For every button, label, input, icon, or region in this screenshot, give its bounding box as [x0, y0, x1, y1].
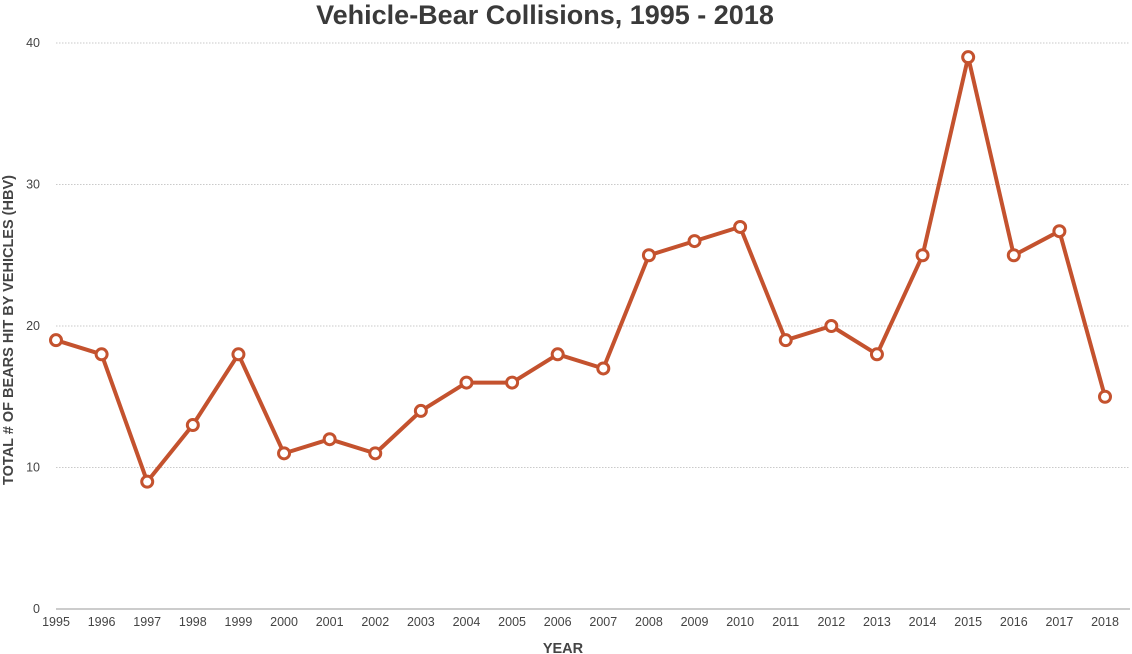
- data-point: [824, 319, 839, 333]
- data-point: [368, 446, 383, 461]
- x-tick-label: 1995: [42, 615, 70, 629]
- data-point: [596, 361, 611, 376]
- x-tick-label: 2012: [817, 615, 845, 629]
- data-point: [459, 375, 474, 390]
- data-point: [869, 347, 884, 362]
- x-tick-label: 2006: [544, 615, 572, 629]
- x-tick-label: 1997: [133, 615, 161, 629]
- x-tick-label: 2000: [270, 615, 298, 629]
- x-tick-label: 1998: [179, 615, 207, 629]
- data-point: [687, 234, 702, 249]
- chart-title: Vehicle-Bear Collisions, 1995 - 2018: [316, 0, 774, 30]
- data-point: [231, 347, 246, 362]
- data-point: [778, 333, 793, 348]
- y-tick-label: 10: [26, 461, 40, 475]
- x-tick-label: 2003: [407, 615, 435, 629]
- x-tick-label: 2005: [498, 615, 526, 629]
- data-point: [322, 432, 337, 447]
- x-tick-label: 2009: [681, 615, 709, 629]
- x-axis-title: YEAR: [543, 641, 584, 654]
- x-tick-label: 2015: [954, 615, 982, 629]
- data-point: [94, 347, 109, 362]
- x-tick-label: 1999: [225, 615, 253, 629]
- x-tick-label: 2007: [589, 615, 617, 629]
- data-point: [49, 333, 63, 348]
- data-point: [185, 418, 200, 433]
- data-point: [1006, 248, 1021, 263]
- data-point: [277, 446, 292, 461]
- data-point: [140, 474, 155, 489]
- data-point: [413, 403, 428, 418]
- x-tick-label: 2010: [726, 615, 754, 629]
- x-tick-label: 2008: [635, 615, 663, 629]
- data-point: [961, 50, 976, 65]
- x-tick-label: 2011: [772, 615, 799, 629]
- x-tick-label: 2002: [361, 615, 389, 629]
- x-tick-label: 2001: [316, 615, 344, 629]
- y-tick-label: 20: [26, 319, 40, 333]
- x-tick-label: 1996: [88, 615, 116, 629]
- data-point: [641, 248, 656, 263]
- x-tick-label: 2014: [909, 615, 937, 629]
- x-tick-label: 2013: [863, 615, 891, 629]
- x-tick-label: 2004: [453, 615, 481, 629]
- y-tick-label: 30: [26, 178, 40, 192]
- data-point: [505, 375, 520, 390]
- data-point: [1052, 224, 1067, 239]
- y-tick-label: 0: [33, 602, 40, 616]
- data-point: [915, 248, 930, 263]
- data-point: [550, 347, 565, 362]
- x-tick-label: 2017: [1045, 615, 1073, 629]
- x-tick-label: 2018: [1091, 615, 1119, 629]
- data-point: [733, 219, 748, 234]
- series-line: [54, 55, 1107, 484]
- y-tick-label: 40: [26, 36, 40, 50]
- data-point: [1098, 389, 1112, 404]
- y-axis-title: TOTAL # OF BEARS HIT BY VEHICLES (HBV): [1, 175, 17, 485]
- x-tick-label: 2016: [1000, 615, 1028, 629]
